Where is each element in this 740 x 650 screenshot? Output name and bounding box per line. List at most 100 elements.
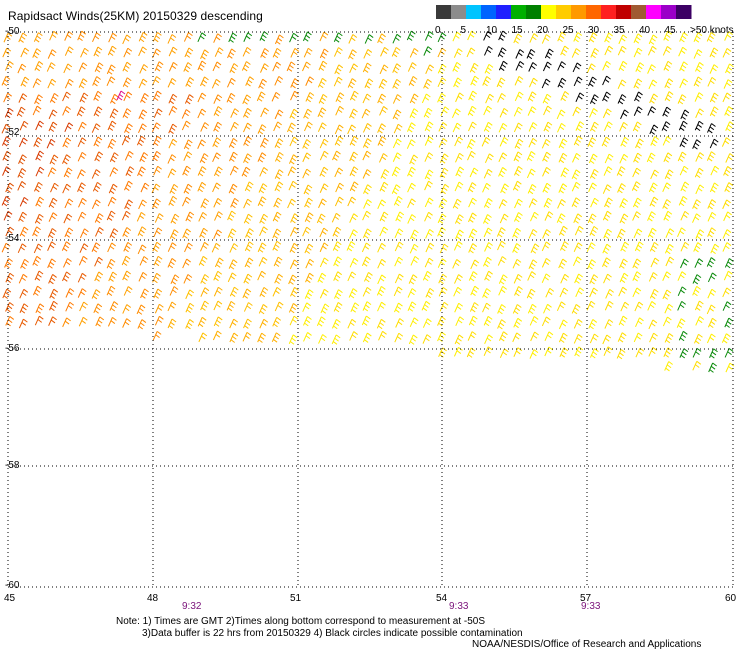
wind-barb	[649, 196, 659, 207]
wind-barb	[213, 286, 223, 297]
wind-barb	[257, 270, 266, 281]
wind-barb	[394, 256, 403, 267]
wind-barb	[604, 319, 614, 329]
wind-barb	[305, 272, 314, 283]
wind-barb	[95, 227, 104, 237]
lon-label: 57	[580, 593, 592, 604]
wind-barb	[122, 270, 131, 281]
wind-barb	[513, 165, 523, 177]
wind-barb	[320, 303, 330, 314]
wind-barb	[437, 92, 446, 104]
wind-barb	[572, 62, 582, 73]
wind-barb	[573, 76, 583, 87]
wind-barb	[199, 227, 208, 239]
wind-barb	[93, 106, 103, 117]
wind-barb	[692, 213, 701, 223]
wind-barb	[288, 154, 298, 165]
wind-barb	[290, 48, 300, 58]
wind-barb	[333, 76, 343, 87]
wind-barb	[4, 258, 13, 269]
wind-barb	[197, 139, 206, 149]
wind-barb	[93, 90, 103, 102]
wind-barb	[438, 122, 448, 132]
wind-barb	[226, 92, 236, 104]
wind-barb	[662, 289, 672, 300]
wind-barb	[243, 318, 252, 329]
wind-barb	[393, 195, 403, 207]
wind-barb	[379, 211, 389, 222]
wind-barb	[603, 346, 613, 357]
wind-barb	[661, 121, 671, 132]
wind-barb	[617, 332, 627, 343]
wind-barb	[722, 92, 732, 103]
wind-barb	[106, 210, 116, 221]
wind-barb	[200, 76, 209, 87]
wind-barb	[243, 107, 252, 119]
wind-barb	[259, 226, 268, 237]
wind-barb	[123, 47, 133, 58]
wind-barb	[484, 153, 494, 164]
wind-barb	[588, 32, 598, 43]
wind-barb	[168, 195, 178, 207]
wind-barb	[62, 317, 71, 328]
wind-barb	[35, 303, 45, 314]
wind-barb	[513, 151, 523, 162]
wind-barb	[616, 349, 626, 360]
wind-barb	[227, 77, 236, 88]
wind-barb	[91, 199, 101, 209]
wind-barb	[663, 60, 673, 72]
wind-barb	[93, 46, 103, 57]
wind-barb	[364, 272, 373, 283]
wind-barb	[573, 213, 583, 224]
wind-barb	[332, 226, 342, 238]
wind-barb	[47, 228, 57, 239]
wind-barb	[62, 106, 71, 116]
wind-barb	[409, 229, 419, 240]
wind-barb	[48, 197, 58, 208]
wind-barb	[424, 31, 434, 41]
wind-barb	[498, 152, 508, 163]
wind-barb	[453, 241, 463, 251]
wind-barb	[498, 285, 507, 296]
wind-barb	[288, 334, 298, 345]
wind-barb	[722, 199, 731, 210]
wind-barb	[169, 183, 179, 195]
wind-barb	[543, 121, 553, 132]
wind-barb	[121, 210, 131, 221]
wind-barb	[439, 243, 449, 254]
lat-label: -60	[5, 580, 20, 591]
wind-barb	[498, 199, 508, 209]
wind-barb	[243, 198, 252, 209]
wind-barb	[605, 288, 614, 299]
wind-barb	[379, 106, 388, 116]
wind-barb	[319, 288, 329, 299]
wind-barb	[723, 211, 732, 222]
wind-barb	[558, 225, 568, 236]
wind-barb	[455, 92, 464, 103]
wind-barb	[589, 94, 599, 105]
wind-barb	[362, 150, 372, 161]
wind-barb	[678, 195, 688, 207]
wind-barb	[695, 316, 705, 326]
wind-barb	[407, 288, 417, 298]
wind-barb	[484, 63, 494, 75]
wind-barb	[498, 274, 508, 285]
wind-barb	[394, 332, 404, 343]
wind-barb	[664, 169, 674, 180]
wind-barb	[617, 45, 627, 56]
wind-barb	[213, 316, 223, 327]
wind-barb	[289, 315, 299, 326]
wind-barb	[469, 62, 479, 74]
wind-barb	[587, 213, 597, 224]
wind-barb	[77, 211, 87, 222]
wind-barb	[362, 93, 372, 104]
wind-barb	[544, 346, 554, 357]
wind-barb	[695, 108, 704, 118]
wind-barb	[542, 93, 552, 105]
wind-barb	[573, 32, 583, 43]
lon-label: 51	[290, 593, 302, 604]
wind-barb	[650, 169, 659, 180]
wind-barb	[227, 48, 236, 59]
wind-barb	[725, 362, 735, 373]
note-line-2: 3)Data buffer is 22 hrs from 20150329 4)…	[142, 628, 523, 639]
